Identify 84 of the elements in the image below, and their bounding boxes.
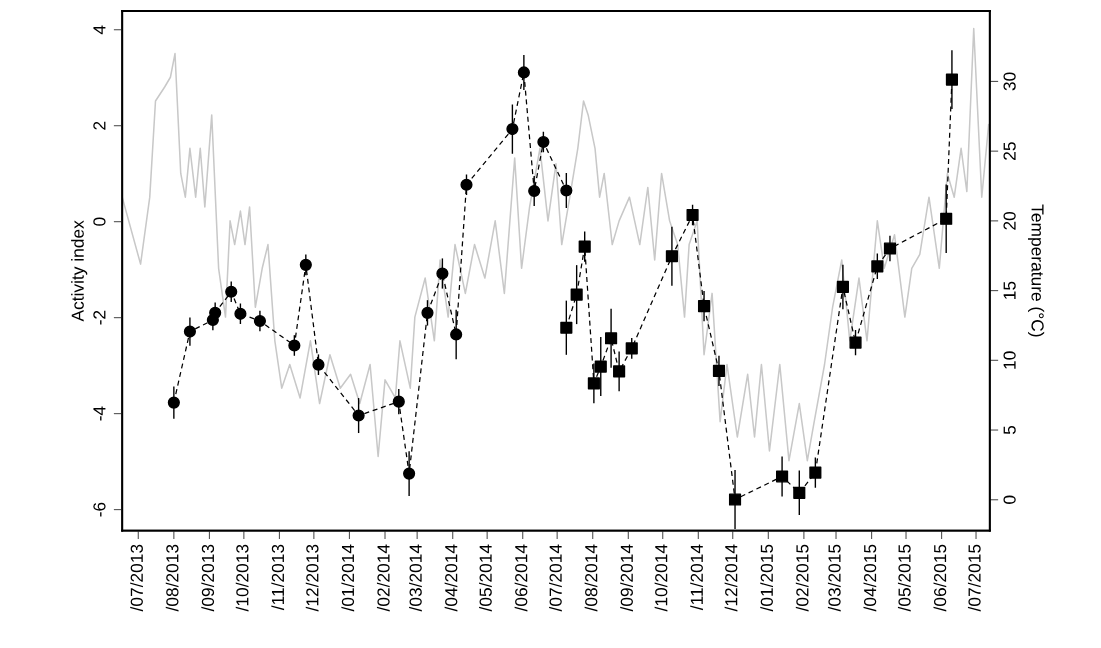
x-tick-label: /11/2013 <box>271 544 285 611</box>
x-tick-label: /08/2014 <box>584 544 598 612</box>
y-tick-label: 0 <box>93 217 106 226</box>
point <box>793 486 806 499</box>
point <box>506 122 519 136</box>
point <box>871 260 884 273</box>
x-tick-label: /07/2014 <box>549 544 562 612</box>
point <box>537 135 550 149</box>
point <box>578 240 591 253</box>
x-tick-label: /10/2014 <box>654 544 668 612</box>
point <box>225 285 238 298</box>
x-tick-label: /10/2013 <box>235 544 249 612</box>
y2-tick-label: 25 <box>1003 142 1016 160</box>
y-tick-label: 2 <box>93 121 106 130</box>
point <box>625 342 638 355</box>
point <box>288 339 301 352</box>
x-tick-label: /04/2014 <box>444 544 458 612</box>
point <box>605 332 618 345</box>
x-tick-label: /06/2014 <box>514 544 528 612</box>
point <box>594 360 607 373</box>
point <box>517 66 530 79</box>
y-tick-label: -6 <box>93 502 106 517</box>
point <box>183 325 196 338</box>
point <box>312 358 325 371</box>
point <box>460 178 473 191</box>
x-tick-label: /05/2014 <box>479 544 492 612</box>
y2-tick-label: 30 <box>1003 72 1016 91</box>
point <box>940 212 953 225</box>
y2-tick-label: 15 <box>1003 281 1016 299</box>
y2-tick-label: 20 <box>1003 211 1016 230</box>
point <box>209 306 222 319</box>
point <box>421 306 434 319</box>
y-tick-label: 4 <box>93 25 106 35</box>
y2-tick-label: 5 <box>1003 425 1016 435</box>
x-tick-label: /09/2014 <box>620 544 633 612</box>
point <box>450 328 463 341</box>
point <box>945 73 959 86</box>
x-tick-label: /03/2015 <box>827 544 841 612</box>
point <box>528 184 541 198</box>
y-axis-title: Activity index <box>71 220 88 322</box>
point <box>883 242 897 255</box>
x-tick-label: /03/2014 <box>409 544 422 612</box>
x-tick-label: /04/2015 <box>863 544 877 612</box>
point <box>613 365 626 378</box>
point <box>352 409 365 422</box>
point <box>403 467 416 480</box>
point <box>697 300 711 313</box>
point <box>234 307 247 320</box>
point <box>836 280 849 294</box>
y2-axis-title: Temperature (°C) <box>1027 204 1045 337</box>
point <box>253 314 266 328</box>
y-tick-label: -4 <box>93 406 106 421</box>
x-tick-label: /12/2014 <box>724 544 738 612</box>
x-tick-label: /12/2013 <box>305 544 319 612</box>
x-tick-label: /01/2014 <box>341 544 355 612</box>
x-tick-label: /08/2013 <box>165 544 179 612</box>
x-tick-label: /01/2015 <box>760 544 773 612</box>
x-tick-label: /09/2013 <box>201 544 215 612</box>
point <box>665 250 678 263</box>
point <box>167 396 180 409</box>
point <box>587 377 600 390</box>
point <box>392 395 405 408</box>
line-series <box>122 27 990 462</box>
x-tick-label: /11/2014 <box>690 544 703 611</box>
point <box>560 184 573 197</box>
point <box>728 493 742 506</box>
point <box>809 466 822 479</box>
point <box>686 208 699 222</box>
y2-tick-label: 0 <box>1003 495 1016 504</box>
point <box>776 470 789 483</box>
point <box>570 288 583 301</box>
x-tick-label: /05/2015 <box>897 544 911 612</box>
x-tick-label: /07/2013 <box>130 544 143 612</box>
point <box>712 364 726 377</box>
y-tick-label: -2 <box>93 310 106 325</box>
x-tick-label: /02/2014 <box>376 544 390 612</box>
point <box>849 336 862 349</box>
x-tick-label: /07/2015 <box>967 544 981 612</box>
point <box>560 321 573 334</box>
point <box>299 258 312 271</box>
x-tick-label: /02/2015 <box>795 544 809 612</box>
x-tick-label: /06/2015 <box>933 544 947 612</box>
point <box>436 267 449 280</box>
y2-tick-label: 10 <box>1003 351 1016 369</box>
